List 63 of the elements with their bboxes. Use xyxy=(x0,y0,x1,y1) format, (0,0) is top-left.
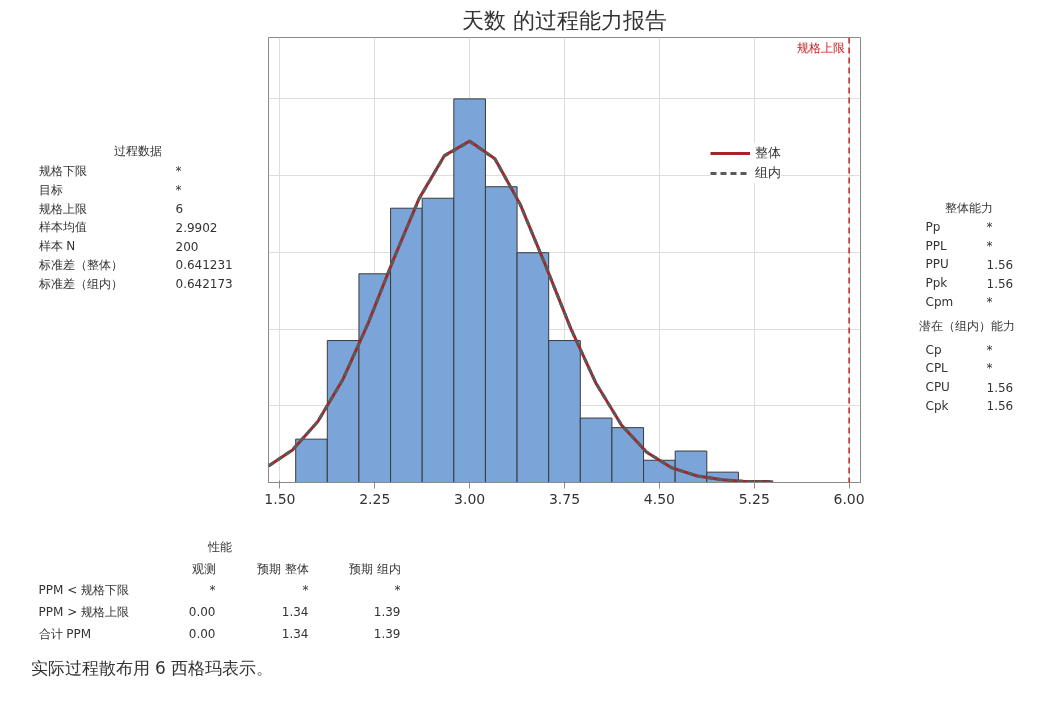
category-label: PPU xyxy=(925,257,949,272)
text: 1.56 xyxy=(986,276,1014,291)
category-label: 预期 整体 xyxy=(256,561,309,576)
ref-line-label: 规格上限 xyxy=(797,40,846,55)
category-label: 规格下限 xyxy=(38,164,87,178)
category-label: 标准差（整体） xyxy=(38,257,123,272)
text: 200 xyxy=(175,239,199,254)
chart-title: 天数 的过程能力报告 xyxy=(462,7,667,33)
text: 1.56 xyxy=(986,380,1014,395)
text: * xyxy=(302,582,309,597)
category-label: 目标 xyxy=(38,182,63,197)
x-tick-label: 2.25 xyxy=(359,490,391,507)
x-tick-label: 4.50 xyxy=(643,490,675,507)
x-tick-label: 1.50 xyxy=(264,490,296,507)
category-label: 规格上限 xyxy=(38,201,87,216)
text: * xyxy=(986,342,993,357)
x-tick-label: 6.00 xyxy=(833,490,865,507)
text: * xyxy=(986,238,993,253)
text: 0.642173 xyxy=(175,277,233,292)
text: 0.00 xyxy=(188,627,216,641)
category-label: Cpm xyxy=(925,294,954,309)
category-label: 预期 组内 xyxy=(348,561,401,576)
text: 1.39 xyxy=(373,627,401,641)
category-label: Ppk xyxy=(925,276,948,291)
x-tick-label: 3.00 xyxy=(454,490,486,507)
text: 1.34 xyxy=(281,605,309,619)
category-label: 样本均值 xyxy=(38,220,87,235)
text: 1.56 xyxy=(986,399,1014,414)
category-label: Cp xyxy=(925,342,942,357)
text: * xyxy=(209,582,216,597)
text: 0.00 xyxy=(188,605,216,619)
legend-label: 组内 xyxy=(755,164,781,182)
category-label: PPL xyxy=(925,238,947,253)
text: * xyxy=(986,294,993,309)
category-label: PPM < 规格下限 xyxy=(38,582,130,597)
text: 2.9902 xyxy=(175,220,218,235)
text: * xyxy=(986,219,993,234)
text: 1.56 xyxy=(986,257,1014,272)
text: 1.34 xyxy=(281,627,309,641)
category-label: CPU xyxy=(925,380,950,395)
text: * xyxy=(175,182,182,197)
text: 潜在（组内）能力 xyxy=(918,319,1015,334)
legend-label: 整体 xyxy=(755,144,781,162)
category-label: 标准差（组内） xyxy=(38,276,123,291)
category-label: PPM > 规格上限 xyxy=(38,604,130,619)
text: 0.641231 xyxy=(175,258,233,273)
category-label: Cpk xyxy=(925,398,949,413)
text: 整体能力 xyxy=(944,200,993,215)
text: 性能 xyxy=(206,539,232,554)
text: 6 xyxy=(175,202,184,217)
x-tick-label: 5.25 xyxy=(738,490,770,507)
text: 1.39 xyxy=(373,605,401,619)
category-label: CPL xyxy=(925,361,948,376)
text: 实际过程散布用 6 西格玛表示。 xyxy=(30,657,274,678)
text: * xyxy=(986,361,993,376)
x-tick-label: 3.75 xyxy=(548,490,581,507)
category-label: 观测 xyxy=(191,561,216,576)
text: * xyxy=(394,582,401,597)
category-label: Pp xyxy=(925,219,941,234)
category-label: 样本 N xyxy=(38,239,76,254)
category-label: 合计 PPM xyxy=(38,626,92,641)
text: 过程数据 xyxy=(113,143,162,158)
text: * xyxy=(175,164,182,178)
